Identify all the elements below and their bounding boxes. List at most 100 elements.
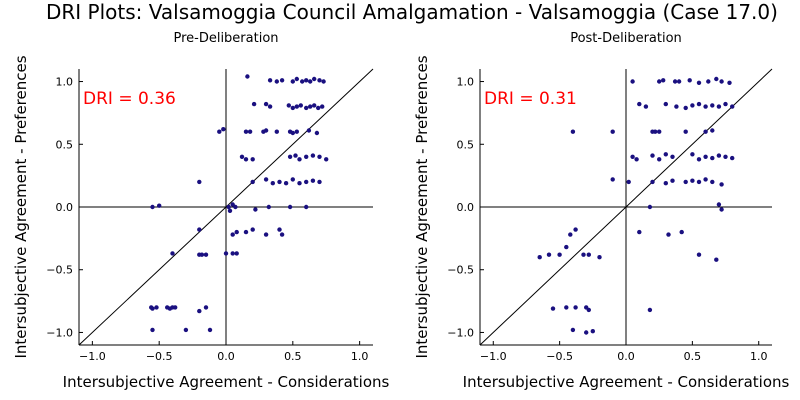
chart-1-data-point — [270, 181, 275, 186]
chart-2-data-point — [564, 305, 569, 310]
chart-2-data-point — [674, 104, 679, 109]
chart-2-data-point — [586, 307, 591, 313]
chart-2-data-point — [706, 79, 711, 84]
chart-2-data-point — [716, 153, 722, 158]
chart-2-data-point — [723, 101, 728, 107]
chart-1-data-point — [233, 204, 238, 210]
chart-1-data-point — [253, 207, 258, 212]
chart-2-data-point — [670, 154, 675, 159]
chart-2-dri-annotation: DRI = 0.31 — [484, 89, 577, 109]
chart-1-data-point — [245, 74, 250, 79]
chart-2-data-point — [610, 177, 615, 182]
chart-2-x-tick-label: 1.0 — [750, 350, 768, 363]
chart-2-data-point — [590, 329, 595, 334]
chart-1-x-axis-label: Intersubjective Agreement - Consideratio… — [63, 373, 390, 391]
chart-1-y-tick-label: 0.0 — [56, 201, 74, 214]
chart-2-data-point — [683, 129, 688, 134]
chart-2-data-point — [714, 257, 719, 262]
chart-2-data-point — [710, 179, 715, 185]
chart-1-data-point — [250, 179, 255, 185]
chart-1-data-point — [314, 130, 320, 136]
figure-title: DRI Plots: Valsamoggia Council Amalgamat… — [0, 0, 800, 30]
chart-1-data-point — [308, 79, 313, 84]
chart-1-data-point — [266, 204, 271, 210]
chart-1-x-tick-label: −0.5 — [146, 350, 173, 363]
chart-2-data-point — [661, 78, 666, 83]
chart-2-data-point — [568, 232, 573, 237]
chart-1-data-point — [173, 305, 178, 310]
chart-1-data-point — [279, 78, 285, 83]
chart-2-data-point — [679, 229, 684, 235]
chart-2-data-point — [597, 255, 602, 260]
chart-1-identity-line — [78, 68, 374, 346]
chart-1-data-point — [310, 153, 316, 158]
chart-1-data-point — [243, 229, 249, 235]
chart-1-data-point — [320, 104, 325, 109]
chart-1-data-point — [230, 232, 235, 237]
chart-2-data-point — [663, 152, 668, 157]
chart-2-data-point — [581, 252, 586, 257]
chart-2-x-tick-label: −1.0 — [480, 350, 507, 363]
chart-1-data-point — [304, 179, 309, 185]
chart-1-data-point — [298, 103, 303, 108]
chart-1-data-point — [312, 103, 317, 108]
chart-1-data-point — [277, 179, 282, 185]
chart-2-data-point — [710, 155, 715, 161]
chart-2-data-point — [666, 232, 671, 237]
chart-1-y-tick-label: −1.0 — [46, 326, 73, 339]
chart-2-data-point — [570, 327, 576, 333]
chart-1-data-point — [267, 78, 273, 83]
chart-1-data-point — [279, 232, 285, 237]
chart-1-x-tick-label: 0.0 — [217, 350, 235, 363]
chart-2-data-point — [710, 128, 715, 133]
chart-1-data-point — [239, 154, 245, 159]
chart-1-x-tick-label: 0.5 — [284, 350, 302, 363]
chart-2-data-point — [630, 154, 635, 159]
chart-2-data-point — [657, 79, 662, 84]
chart-1-x-tick-label: −1.0 — [79, 350, 106, 363]
chart-2-data-point — [573, 227, 578, 232]
chart-2-data-point — [690, 103, 695, 108]
chart-1-y-tick-label: −0.5 — [46, 264, 73, 277]
chart-2-data-point — [727, 80, 732, 86]
chart-2-data-point — [657, 157, 662, 162]
chart-2-data-point — [570, 129, 576, 134]
chart-2-y-tick-label: 0.5 — [457, 138, 475, 151]
chart-2-data-point — [716, 104, 722, 109]
chart-2-data-point — [657, 129, 662, 134]
chart-1-data-point — [317, 78, 322, 83]
chart-1-data-point — [308, 104, 313, 109]
chart-2-data-point — [663, 181, 668, 186]
chart-1-data-point — [304, 154, 309, 159]
chart-1-data-point — [317, 179, 322, 185]
chart-2-data-point — [672, 79, 678, 84]
chart-2-data-point — [630, 79, 635, 84]
chart-2-data-point — [687, 78, 692, 83]
chart-1-data-point — [150, 306, 155, 311]
chart-2-data-point — [557, 252, 562, 257]
chart-1-data-point — [287, 204, 293, 210]
chart-2-data-point — [610, 129, 615, 134]
chart-1-data-point — [223, 251, 229, 256]
chart-2-data-point — [690, 178, 695, 183]
chart-1-data-point — [199, 252, 205, 257]
chart-2-data-point — [719, 79, 724, 84]
chart-1-y-axis-label: Intersubjective Agreement - Preferences — [12, 55, 30, 358]
chart-2-x-tick-label: −0.5 — [546, 350, 573, 363]
chart-1-dri-annotation: DRI = 0.36 — [83, 89, 176, 109]
chart-2-data-point — [573, 305, 578, 310]
chart-1-data-point — [290, 105, 295, 111]
chart-1-data-point — [324, 157, 329, 162]
chart-1-data-point — [243, 129, 249, 134]
chart-2-data-point — [653, 129, 658, 134]
chart-1-data-point — [274, 129, 279, 134]
chart-1-data-point — [321, 79, 326, 84]
chart-2-data-point — [643, 104, 649, 109]
chart-2-x-tick-label: 0.5 — [684, 350, 702, 363]
chart-2-identity-line — [479, 68, 773, 346]
chart-1-data-point — [243, 157, 249, 162]
chart-1-data-point — [234, 229, 239, 235]
post-deliberation-panel: −1.0 −0.5 0.0 0.5 1.0 −1.0 −0.5 0.0 0.5 1.0 Post-D… — [413, 31, 790, 391]
chart-1-data-point — [300, 79, 305, 84]
chart-1-data-point — [287, 154, 293, 159]
